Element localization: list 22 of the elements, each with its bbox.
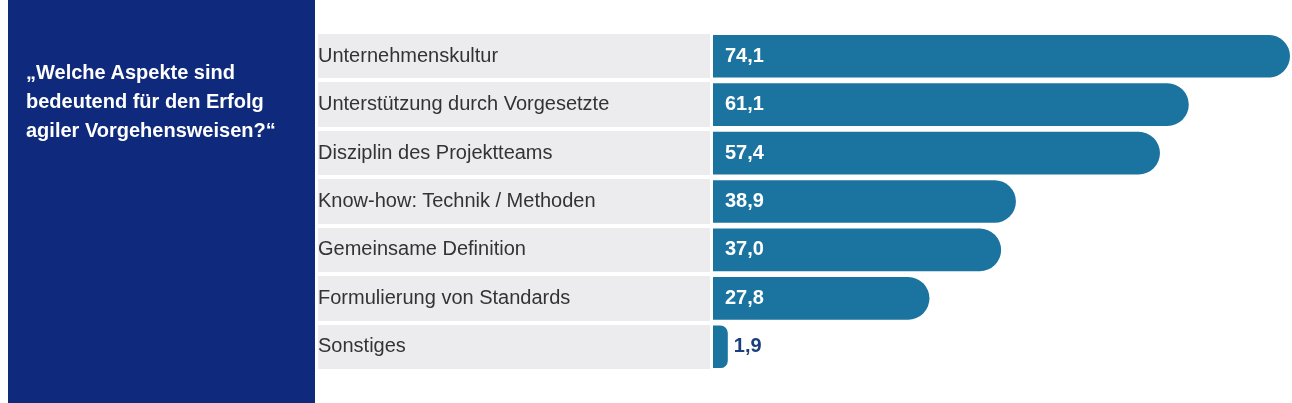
text: „Welche Aspekte sind bedeutend für den Erfolg agiler Vorgehensweisen?“ xyxy=(8,0,315,403)
y-tick-label: Formulierung von Standards xyxy=(318,285,571,308)
bar xyxy=(713,131,1160,175)
bar xyxy=(713,83,1189,126)
data-label: 27,8 xyxy=(725,285,764,308)
bar xyxy=(713,34,1290,78)
data-label: 37,0 xyxy=(725,237,764,260)
y-tick-label: Unternehmenskultur xyxy=(318,43,499,66)
bar xyxy=(713,325,728,369)
bar xyxy=(713,180,1016,223)
data-label: 1,9 xyxy=(733,334,762,357)
data-label: 38,9 xyxy=(725,189,764,212)
y-tick-label: Gemeinsame Definition xyxy=(318,237,526,260)
y-tick-label: Know-how: Technik / Methoden xyxy=(318,189,596,212)
data-label: 61,1 xyxy=(725,92,764,115)
bar xyxy=(713,228,1002,272)
y-tick-label: Unterstützung durch Vorgesetzte xyxy=(318,92,610,115)
bar xyxy=(713,277,930,320)
data-label: 74,1 xyxy=(725,43,764,66)
y-tick-label: Sonstiges xyxy=(318,334,406,357)
y-tick-label: Disziplin des Projektteams xyxy=(318,140,553,163)
data-label: 57,4 xyxy=(725,140,765,163)
